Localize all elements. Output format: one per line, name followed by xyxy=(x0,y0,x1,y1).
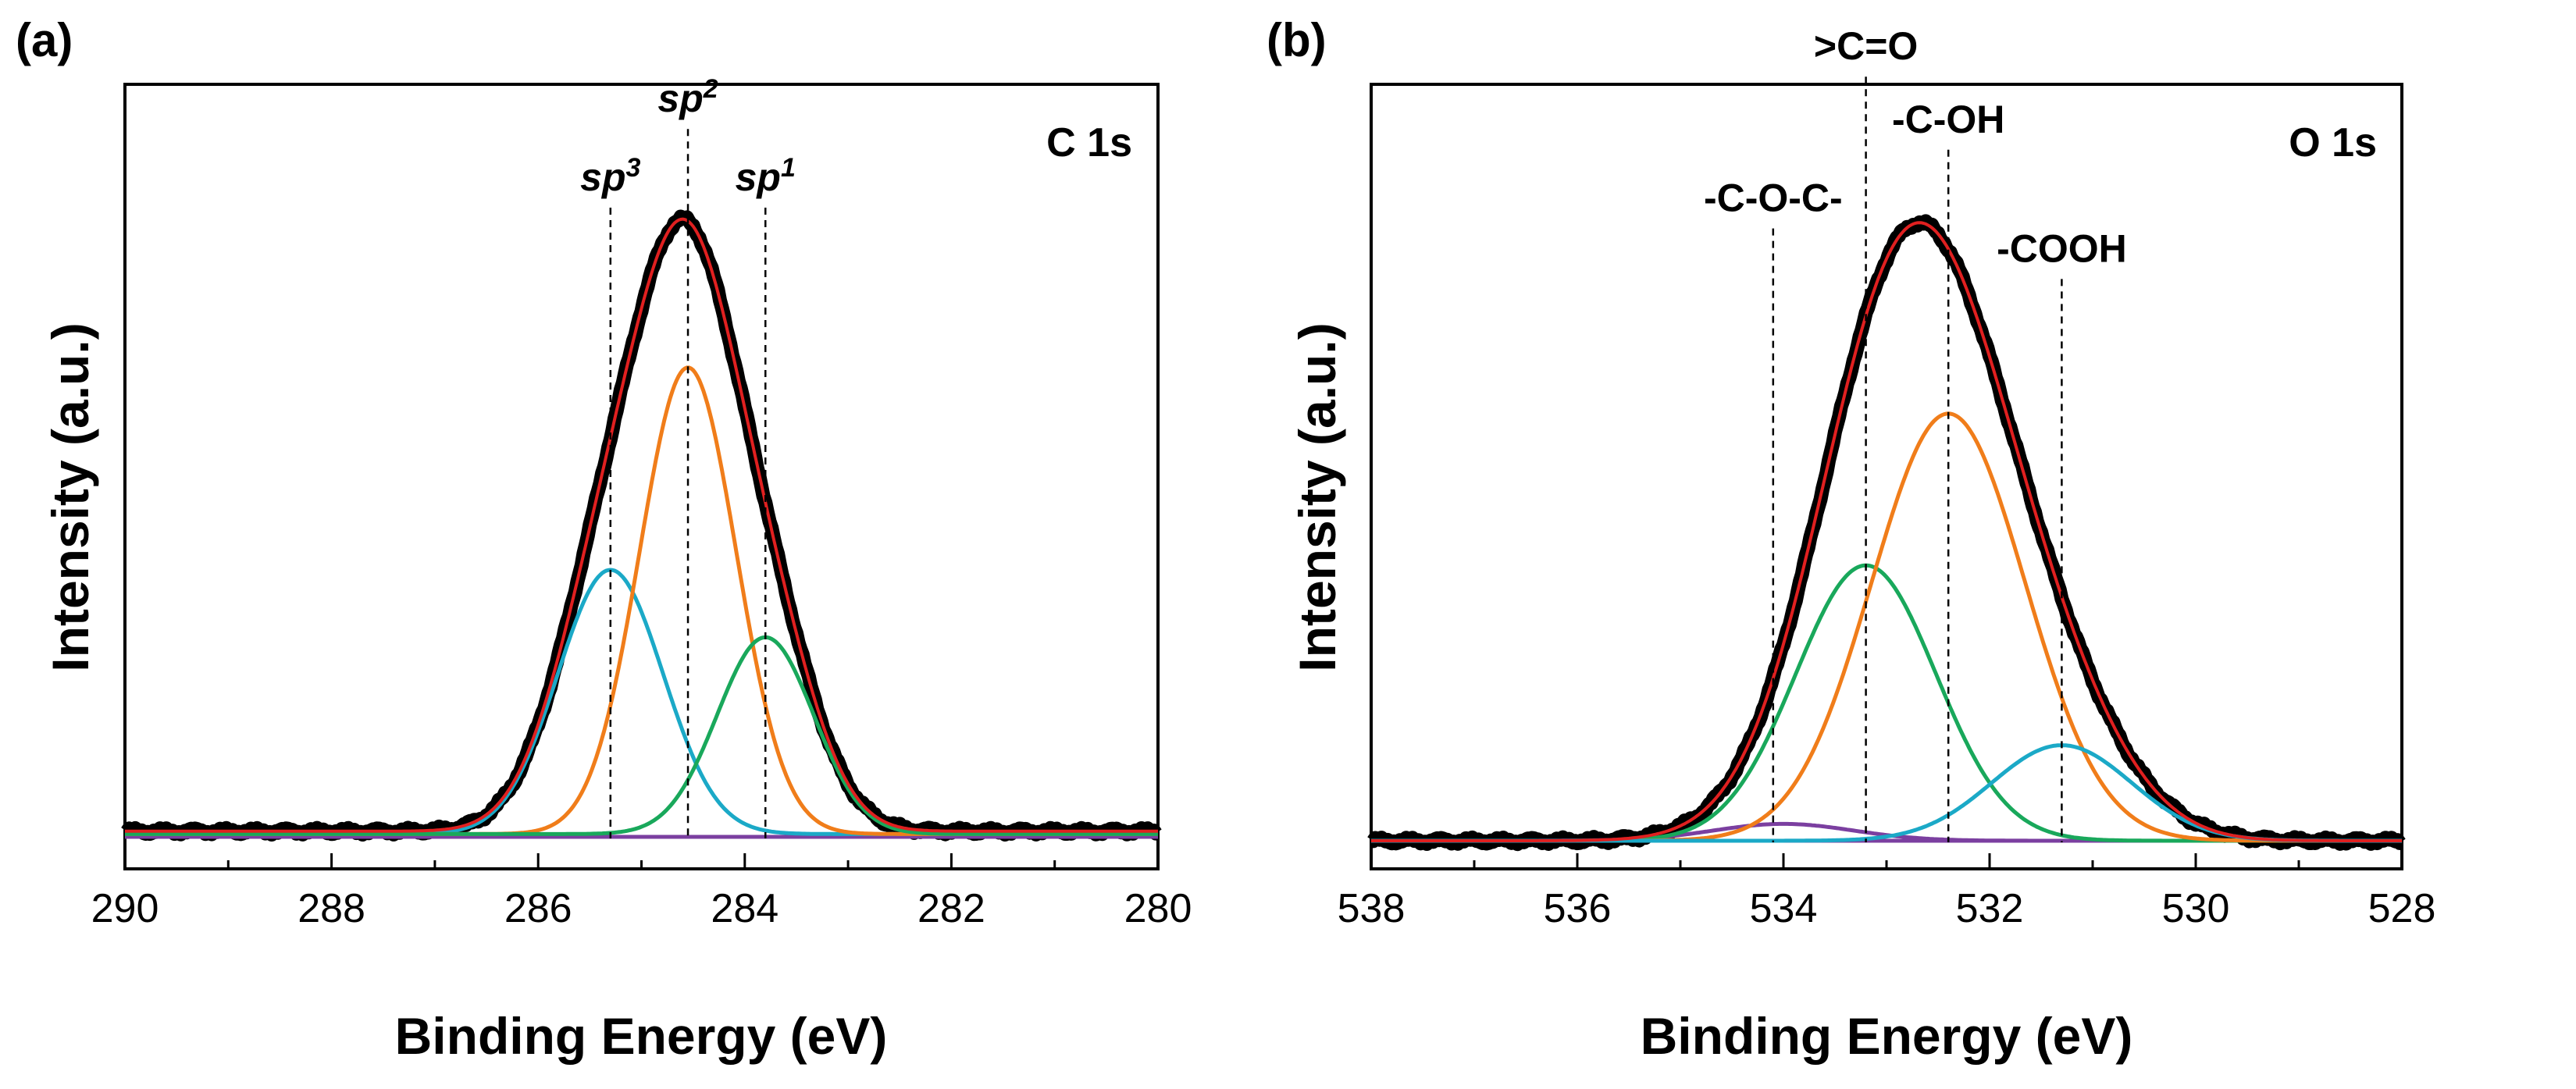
panel-b-component-co xyxy=(1371,563,2402,843)
panel-a-y-axis-label: Intensity (a.u.) xyxy=(41,322,99,671)
panel-a-plot-frame xyxy=(123,83,1160,870)
panel-b-plot-frame xyxy=(1370,83,2403,870)
panel-b-x-tick-label: 534 xyxy=(1750,886,1818,931)
panel-b-component-cooh xyxy=(1371,743,2402,843)
panel-b-component-coh xyxy=(1371,411,2402,843)
panel-a-x-tick-label: 288 xyxy=(298,886,365,931)
panel-b-y-axis-label: Intensity (a.u.) xyxy=(1288,322,1346,671)
panel-b-x-tick-label: 530 xyxy=(2162,886,2230,931)
panel-a-x-tick-label: 280 xyxy=(1124,886,1192,931)
panel-b: (b) Intensity (a.u.) O 1s 538 536 534 532 53… xyxy=(1267,14,2435,1065)
panel-a-plot-area: 290 288 286 284 282 280 sp3 sp2 sp1 xyxy=(91,74,1192,931)
panel-a-component-sp1 xyxy=(125,635,1158,836)
panel-a-component-sp3 xyxy=(125,568,1158,836)
panel-b-label: (b) xyxy=(1267,14,1327,66)
panel-a-component-sp2 xyxy=(125,365,1158,836)
panel-b-core-level-label: O 1s xyxy=(2289,120,2377,165)
panel-a-x-axis-label: Binding Energy (eV) xyxy=(395,1007,888,1065)
panel-a-x-tick-label: 290 xyxy=(91,886,159,931)
panel-a-peak-label: sp1 xyxy=(736,153,796,199)
panel-a: (a) Intensity (a.u.) C 1s 290 288 286 284 28… xyxy=(16,14,1192,1065)
panel-b-x-tick-label: 538 xyxy=(1338,886,1406,931)
panel-a-x-tick-label: 282 xyxy=(917,886,985,931)
panel-b-x-tick-label: 528 xyxy=(2368,886,2436,931)
panel-a-label: (a) xyxy=(16,14,73,66)
panel-b-plot-area: 538 536 534 532 530 528 -C-O-C- >C=O -C-OH -COOH xyxy=(1338,24,2436,931)
panel-b-x-axis-label: Binding Energy (eV) xyxy=(1641,1007,2133,1065)
panel-a-core-level-label: C 1s xyxy=(1046,120,1132,165)
panel-b-peak-label: -C-OH xyxy=(1892,98,2004,141)
panel-b-peak-label: -C-O-C- xyxy=(1704,176,1843,220)
panel-b-peak-label: -COOH xyxy=(1997,226,2127,270)
panel-a-x-tick-label: 284 xyxy=(711,886,779,931)
panel-a-fit-envelope xyxy=(125,217,1158,833)
panel-b-peak-label: >C=O xyxy=(1814,24,1918,68)
panel-a-peak-label: sp2 xyxy=(657,74,718,120)
panel-b-x-tick-label: 536 xyxy=(1544,886,1612,931)
panel-b-fit-envelope xyxy=(1371,221,2402,842)
panel-b-x-tick-label: 532 xyxy=(1956,886,2024,931)
panel-a-x-tick-label: 286 xyxy=(504,886,572,931)
panel-a-peak-label: sp3 xyxy=(580,153,640,199)
